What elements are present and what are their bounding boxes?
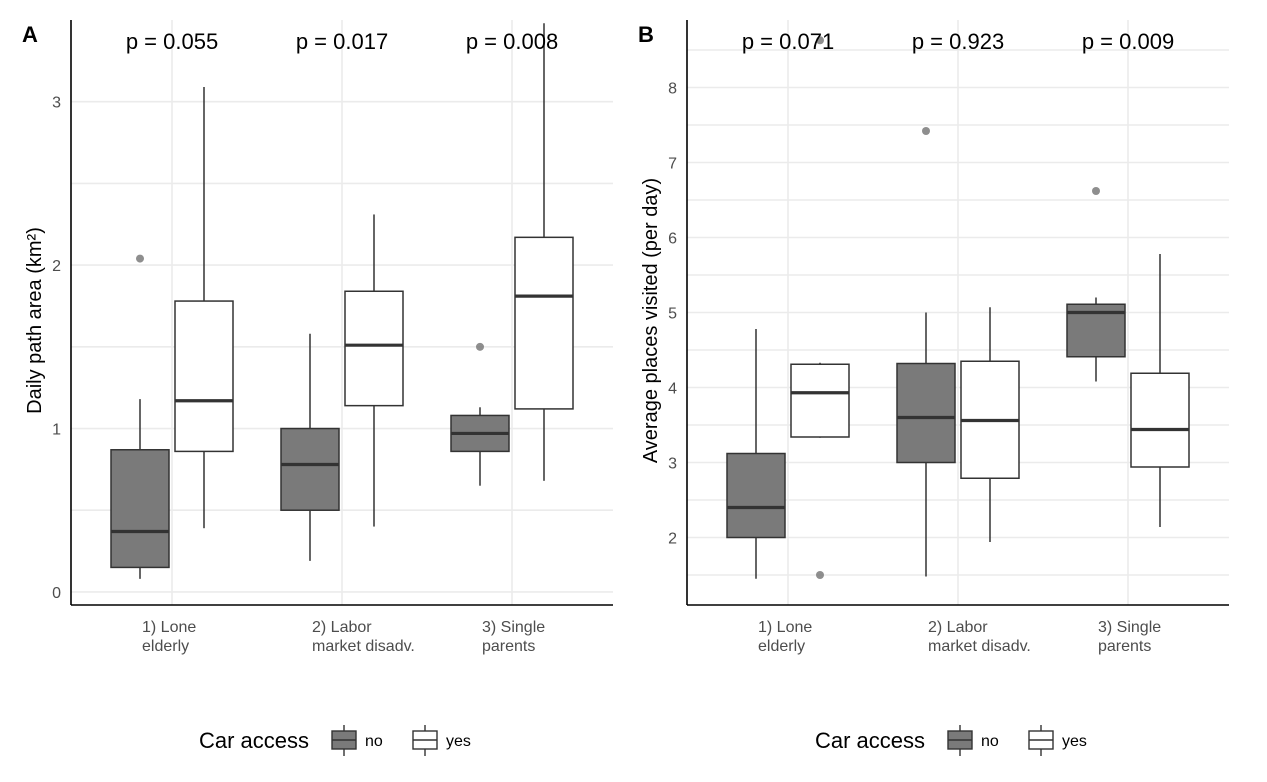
p-value-label: p = 0.017 <box>296 29 388 54</box>
legend-label-yes: yes <box>446 733 471 750</box>
y-axis-label: Average places visited (per day) <box>640 178 662 463</box>
legend-title: Car access <box>199 728 309 753</box>
panel-letter: A <box>22 22 38 47</box>
y-tick-label: 8 <box>668 81 677 98</box>
legend-group: Car access no yes <box>815 725 1087 756</box>
x-tick-label: 3) Single parents <box>482 619 545 655</box>
box-yes-3 <box>514 23 574 481</box>
x-tick-label: 1) Lone elderly <box>142 619 196 655</box>
outlier-point <box>816 571 824 579</box>
box-iqr <box>344 290 404 407</box>
x-tick-label: 3) Single parents <box>1098 619 1161 655</box>
box-iqr <box>174 300 234 453</box>
box-iqr <box>1130 372 1190 468</box>
y-tick-label: 3 <box>52 95 61 112</box>
y-tick-label: 7 <box>668 156 677 173</box>
box-no-3 <box>1066 187 1126 382</box>
panel-letter: B <box>638 22 654 47</box>
p-value-label: p = 0.923 <box>912 29 1004 54</box>
x-tick-label: 2) Labor market disadv. <box>928 619 1031 655</box>
box-iqr <box>110 449 170 569</box>
box-iqr <box>790 363 850 438</box>
x-tick-label: 2) Labor market disadv. <box>312 619 415 655</box>
outlier-point <box>1092 187 1100 195</box>
box-iqr <box>280 427 340 511</box>
y-tick-label: 0 <box>52 585 61 602</box>
p-value-label: p = 0.008 <box>466 29 558 54</box>
y-tick-label: 2 <box>52 258 61 275</box>
box-no-2 <box>896 127 956 577</box>
p-value-label: p = 0.071 <box>742 29 834 54</box>
box-iqr <box>726 452 786 539</box>
legend-title: Car access <box>815 728 925 753</box>
box-yes-2 <box>960 307 1020 542</box>
legend-label-no: no <box>981 733 999 750</box>
legend-label-yes: yes <box>1062 733 1087 750</box>
y-tick-label: 1 <box>52 422 61 439</box>
box-no-3 <box>450 342 510 486</box>
panel-b: 2 3 4 5 6 7 8 1) Lone elderly 2) Labor market disa… <box>638 20 1229 655</box>
box-iqr <box>896 362 956 464</box>
box-no-2 <box>280 333 340 561</box>
legend-group: Car access no yes <box>199 725 471 756</box>
p-value-label: p = 0.009 <box>1082 29 1174 54</box>
box-iqr <box>514 236 574 410</box>
outlier-point <box>922 127 930 135</box>
y-tick-label: 6 <box>668 231 677 248</box>
box-no-1 <box>110 254 170 579</box>
outlier-point <box>476 342 484 351</box>
y-tick-label: 5 <box>668 306 677 323</box>
box-yes-1 <box>174 86 234 529</box>
outlier-point <box>136 254 144 263</box>
y-axis-label: Daily path area (km²) <box>24 227 46 414</box>
x-tick-label: 1) Lone elderly <box>758 619 812 655</box>
box-yes-2 <box>344 214 404 527</box>
p-value-label: p = 0.055 <box>126 29 218 54</box>
box-yes-3 <box>1130 254 1190 527</box>
outlier-point <box>816 36 824 45</box>
legend: Car access no yes Car access no yes <box>199 725 1087 756</box>
y-tick-label: 2 <box>668 531 677 548</box>
y-tick-label: 4 <box>668 381 677 398</box>
box-yes-1 <box>790 36 850 579</box>
legend-label-no: no <box>365 733 383 750</box>
panel-a: 0 1 2 3 1) Lone elderly 2) Labor market disadv.… <box>22 20 613 655</box>
y-tick-label: 3 <box>668 456 677 473</box>
box-no-1 <box>726 329 786 579</box>
